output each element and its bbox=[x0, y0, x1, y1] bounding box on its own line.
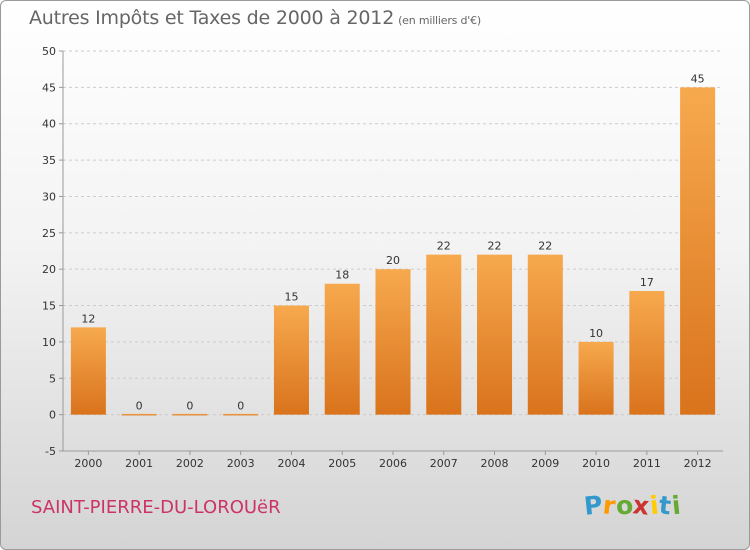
y-tick-label: -5 bbox=[45, 445, 56, 458]
x-tick-label: 2011 bbox=[633, 457, 661, 470]
x-tick-label: 2008 bbox=[481, 457, 509, 470]
bar bbox=[527, 254, 563, 415]
bar bbox=[680, 87, 716, 415]
y-axis-ticks: -5 0 5 10 15 20 25 30 35 40 45 50 bbox=[42, 45, 63, 458]
value-label: 10 bbox=[589, 327, 603, 340]
value-labels: 12 0 0 0 15 18 20 22 22 22 10 17 45 bbox=[81, 72, 704, 412]
value-label: 12 bbox=[81, 312, 95, 325]
y-tick-label: 0 bbox=[49, 409, 56, 422]
y-tick-label: 30 bbox=[42, 190, 56, 203]
y-tick-label: 15 bbox=[42, 300, 56, 313]
bar bbox=[223, 413, 259, 416]
y-tick-label: 40 bbox=[42, 118, 56, 131]
bar bbox=[70, 327, 106, 415]
x-tick-label: 2001 bbox=[125, 457, 153, 470]
chart-title: Autres Impôts et Taxes de 2000 à 2012 (en… bbox=[29, 7, 481, 29]
value-label: 15 bbox=[284, 291, 298, 304]
value-label: 17 bbox=[640, 276, 654, 289]
bar bbox=[375, 269, 411, 415]
x-tick-label: 2005 bbox=[328, 457, 356, 470]
bar bbox=[629, 291, 665, 415]
bar bbox=[121, 413, 157, 416]
y-tick-label: 45 bbox=[42, 81, 56, 94]
y-tick-label: 10 bbox=[42, 336, 56, 349]
y-tick-label: 50 bbox=[42, 45, 56, 58]
y-tick-label: 35 bbox=[42, 154, 56, 167]
bar bbox=[578, 341, 614, 415]
x-tick-label: 2010 bbox=[582, 457, 610, 470]
x-tick-label: 2003 bbox=[227, 457, 255, 470]
value-label: 0 bbox=[237, 400, 244, 413]
y-tick-label: 25 bbox=[42, 227, 56, 240]
bar bbox=[426, 254, 462, 415]
x-tick-label: 2004 bbox=[277, 457, 305, 470]
logo-letter: i bbox=[670, 490, 683, 521]
chart-title-text: Autres Impôts et Taxes de 2000 à 2012 bbox=[29, 7, 395, 29]
x-tick-label: 2002 bbox=[176, 457, 204, 470]
chart-subtitle: (en milliers d'€) bbox=[398, 14, 481, 27]
proxiti-logo: Proxiti bbox=[583, 490, 683, 521]
bar bbox=[324, 283, 360, 415]
x-axis-ticks: 2000 2001 2002 2003 2004 2005 2006 2007 2008 2009… bbox=[74, 451, 712, 470]
bar bbox=[273, 305, 309, 415]
x-tick-label: 2007 bbox=[430, 457, 458, 470]
value-label: 22 bbox=[437, 240, 451, 253]
x-tick-label: 2000 bbox=[74, 457, 102, 470]
bars bbox=[70, 87, 716, 416]
value-label: 18 bbox=[335, 269, 349, 282]
commune-name: SAINT-PIERRE-DU-LOROUëR bbox=[31, 497, 281, 518]
value-label: 22 bbox=[488, 240, 502, 253]
value-label: 22 bbox=[538, 240, 552, 253]
value-label: 20 bbox=[386, 254, 400, 267]
value-label: 0 bbox=[136, 400, 143, 413]
bar bbox=[477, 254, 513, 415]
x-tick-label: 2009 bbox=[531, 457, 559, 470]
value-label: 0 bbox=[186, 400, 193, 413]
value-label: 45 bbox=[691, 72, 705, 85]
bar bbox=[172, 413, 208, 416]
x-tick-label: 2012 bbox=[684, 457, 712, 470]
x-tick-label: 2006 bbox=[379, 457, 407, 470]
y-tick-label: 20 bbox=[42, 263, 56, 276]
y-tick-label: 5 bbox=[49, 372, 56, 385]
